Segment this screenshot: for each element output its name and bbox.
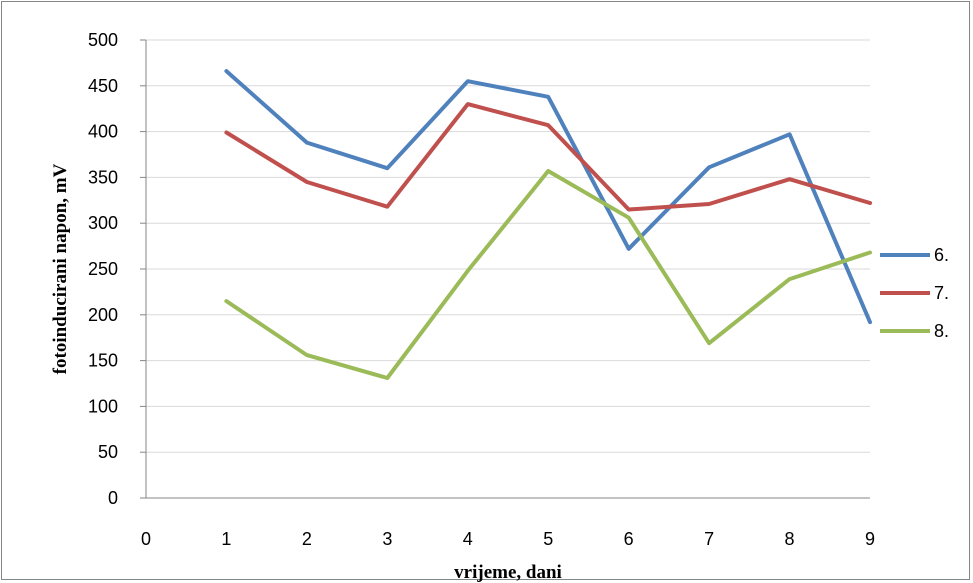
series-line-3 [224, 169, 872, 380]
y-tick-labels: 0 50 100 150 200 250 300 350 400 450 500 [88, 30, 118, 508]
y-tick-label-500: 500 [88, 30, 118, 50]
legend-label-2: 7. [934, 283, 949, 303]
y-tick-label-350: 350 [88, 167, 118, 187]
y-tick-label-250: 250 [88, 259, 118, 279]
legend-label-3: 8. [934, 321, 949, 341]
y-tick-label-150: 150 [88, 351, 118, 371]
y-tick-label-50: 50 [98, 442, 118, 462]
legend-label-1: 6. [934, 245, 949, 265]
x-tick-label-8: 8 [785, 529, 795, 549]
axes [140, 39, 870, 499]
y-axis-title: fotoinducirani napon, mV [50, 163, 71, 374]
series-lines [224, 69, 872, 380]
x-tick-label-2: 2 [302, 529, 312, 549]
x-tick-label-1: 1 [221, 529, 231, 549]
y-tick-label-100: 100 [88, 396, 118, 416]
legend: 6. 7. 8. [880, 245, 949, 341]
x-tick-label-5: 5 [543, 529, 553, 549]
x-tick-label-9: 9 [865, 529, 875, 549]
x-tick-label-7: 7 [704, 529, 714, 549]
x-tick-labels: 0 1 2 3 4 5 6 7 8 9 [141, 529, 875, 549]
y-tick-label-200: 200 [88, 305, 118, 325]
x-tick-label-4: 4 [463, 529, 473, 549]
y-tick-label-400: 400 [88, 122, 118, 142]
x-tick-label-0: 0 [141, 529, 151, 549]
series-line-2 [224, 102, 872, 212]
y-tick-label-0: 0 [108, 488, 118, 508]
x-tick-label-3: 3 [382, 529, 392, 549]
series-line-1 [224, 69, 872, 325]
x-tick-label-6: 6 [624, 529, 634, 549]
gridlines [146, 39, 870, 453]
x-axis-title: vrijeme, dani [454, 562, 562, 583]
y-tick-label-300: 300 [88, 213, 118, 233]
y-tick-label-450: 450 [88, 76, 118, 96]
